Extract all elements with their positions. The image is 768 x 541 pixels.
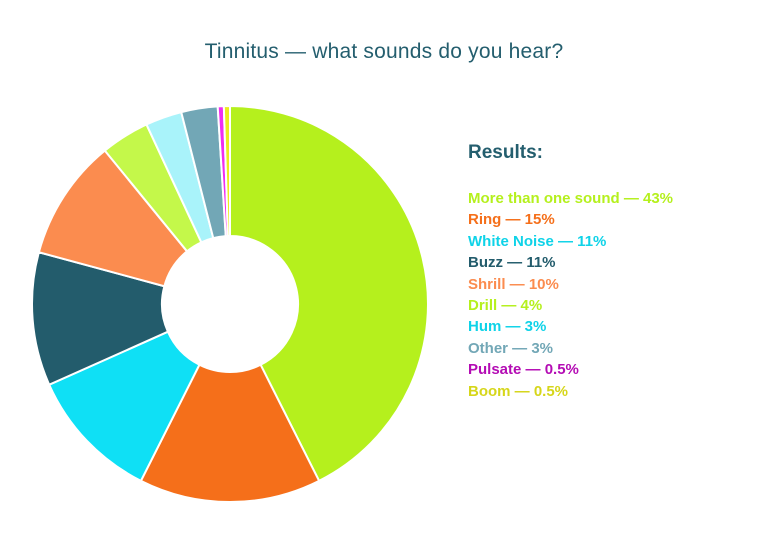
legend-item: White Noise — 11%: [468, 232, 607, 250]
donut-slice: [31, 251, 170, 387]
legend-item: More than one sound — 43%: [468, 190, 674, 207]
donut-slice: [229, 104, 429, 483]
legend-list: More than one sound — 43% Ring — 15% Whi…: [468, 188, 673, 402]
legend-item: Ring — 15%: [468, 211, 555, 229]
chart-title: Tinnitus — what sounds do you hear?: [204, 40, 564, 63]
legend-item: Pulsate — 0.5%: [468, 361, 579, 379]
legend-item: Hum — 3%: [468, 318, 547, 336]
legend-item: Boom — 0.5%: [468, 382, 569, 400]
donut-slice: [139, 363, 321, 503]
donut-slice: [222, 104, 231, 238]
legend-heading: Results:: [468, 142, 543, 163]
legend-item: Shrill — 10%: [468, 275, 559, 293]
legend: Results: More than one sound — 43% Ring …: [468, 142, 673, 402]
legend-item: Other — 3%: [468, 339, 554, 357]
legend-item: Drill — 4%: [468, 296, 543, 314]
legend-item: Buzz — 11%: [468, 254, 556, 272]
